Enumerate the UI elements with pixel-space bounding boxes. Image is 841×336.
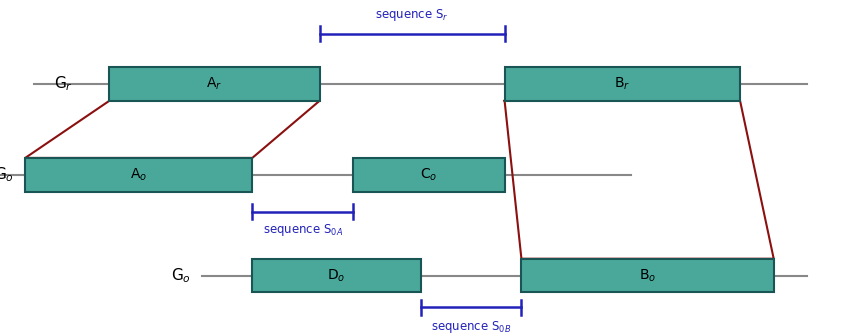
Text: sequence S$_r$: sequence S$_r$ bbox=[375, 7, 449, 23]
Text: G$_r$: G$_r$ bbox=[54, 75, 72, 93]
Text: G$_o$: G$_o$ bbox=[171, 266, 191, 285]
Bar bbox=[505, 67, 740, 101]
Text: B$_o$: B$_o$ bbox=[639, 267, 656, 284]
Bar bbox=[521, 259, 774, 292]
Text: A$_r$: A$_r$ bbox=[206, 76, 223, 92]
Text: sequence S$_{0A}$: sequence S$_{0A}$ bbox=[262, 222, 343, 238]
Bar bbox=[109, 67, 320, 101]
Text: C$_o$: C$_o$ bbox=[420, 167, 437, 183]
Bar bbox=[353, 158, 505, 192]
Text: A$_o$: A$_o$ bbox=[130, 167, 147, 183]
Text: D$_o$: D$_o$ bbox=[327, 267, 346, 284]
Bar bbox=[25, 158, 252, 192]
Bar bbox=[252, 259, 420, 292]
Text: G$_o$: G$_o$ bbox=[0, 165, 14, 184]
Text: sequence S$_{0B}$: sequence S$_{0B}$ bbox=[431, 319, 511, 335]
Text: B$_r$: B$_r$ bbox=[614, 76, 631, 92]
